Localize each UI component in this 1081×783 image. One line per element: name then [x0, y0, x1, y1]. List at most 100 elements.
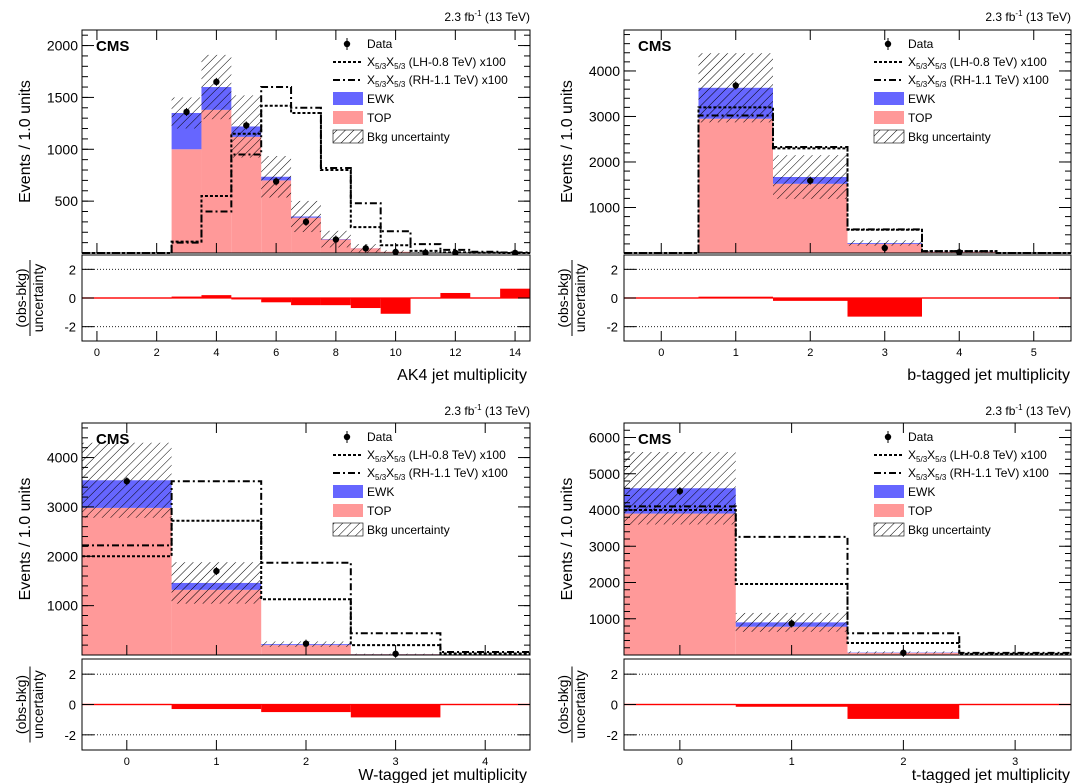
signal-rh-line [624, 505, 1071, 654]
legend-signal-rh-x1: X [908, 466, 916, 480]
legend-signal-lh-label: X5/3X5/3 (LH-0.8 TeV) x100 [367, 448, 506, 464]
x-tick-label: 1 [213, 756, 219, 768]
legend-top-swatch [874, 111, 904, 124]
panel-4: 1000 2000 3000 4000 5000 6000 Events / 1.0 uni… [555, 403, 1072, 783]
legend-top-label: TOP [367, 504, 391, 518]
legend-top-label: TOP [367, 111, 391, 125]
legend-signal-rh-x2: X [386, 73, 394, 87]
x-tick-label: 3 [1012, 756, 1018, 768]
legend-signal-lh-sub1: 5/3 [916, 455, 928, 464]
legend-signal-rh-sub1: 5/3 [375, 473, 387, 482]
top-bar [171, 149, 202, 253]
y-tick-label: 2000 [589, 154, 620, 170]
lumi-tail: (13 TeV) [482, 404, 530, 418]
legend-signal-rh-tail: (RH-1.1 TeV) x100 [405, 73, 508, 87]
x-tick-label: 2 [303, 756, 309, 768]
y-tick-label: 4000 [589, 502, 620, 518]
ratio-y-tick-label: -2 [64, 728, 76, 743]
y-tick-label: 1000 [589, 199, 620, 215]
panel-3: 1000 2000 3000 4000 Events / 1.0 units CMS 2.3… [13, 403, 531, 783]
x-tick-label: 4 [956, 347, 962, 359]
ratio-bar [698, 296, 773, 298]
legend-signal-lh-sub1: 5/3 [916, 62, 928, 71]
unc-band [291, 200, 321, 233]
legend-unc-label: Bkg uncertainty [367, 130, 450, 144]
x-tick-label: 12 [449, 347, 461, 359]
data-point [676, 487, 684, 495]
legend-signal-lh-tail: (LH-0.8 TeV) x100 [946, 55, 1047, 69]
legend-signal-rh-x2: X [927, 466, 935, 480]
stack-group [624, 452, 1071, 655]
legend-signal-lh-sub1: 5/3 [375, 62, 387, 71]
x-tick-label: 3 [393, 756, 399, 768]
data-point [732, 82, 739, 89]
data-point [807, 177, 814, 184]
ratio-y-axis-label: (obs-bkg) uncertainty [555, 260, 588, 336]
legend-signal-lh-x2: X [927, 448, 935, 462]
y-axis-label: Events / 1.0 units [17, 478, 34, 601]
x-axis-label: AK4 jet multiplicity [397, 367, 527, 384]
x-tick-label: 0 [658, 347, 664, 359]
data-point [213, 567, 220, 575]
legend-signal-lh-x1: X [367, 55, 375, 69]
ratio-bar [847, 704, 960, 719]
ratio-y-axis-label: (obs-bkg) uncertainty [555, 666, 588, 743]
data-point [362, 245, 369, 252]
legend-signal-rh-label: X5/3X5/3 (RH-1.1 TeV) x100 [367, 73, 508, 89]
data-point [788, 620, 795, 627]
y-tick-label: 1000 [589, 611, 620, 627]
legend-signal-lh-tail: (LH-0.8 TeV) x100 [405, 448, 506, 462]
legend-top-swatch [333, 111, 363, 124]
legend-top-label: TOP [908, 504, 932, 518]
ratio-bar [171, 296, 202, 298]
y-tick-label: 3000 [589, 108, 620, 124]
y-tick-label: 3000 [47, 499, 78, 515]
x-tick-label: 2 [900, 756, 906, 768]
ratio-bar [350, 298, 381, 309]
legend-signal-rh-sub1: 5/3 [916, 80, 928, 89]
x-tick-label: 0 [94, 347, 100, 359]
ratio-ylabel-bottom: uncertainty [572, 670, 588, 738]
y-tick-label: 1000 [47, 598, 78, 614]
lumi-main: 2.3 fb [985, 404, 1015, 418]
ratio-y-tick-label: 0 [611, 698, 618, 713]
y-tick-label: 3000 [589, 538, 620, 554]
ratio-ylabel-top: (obs-bkg) [13, 675, 29, 734]
ratio-bar [735, 704, 848, 707]
lumi-sup: -1 [1015, 9, 1023, 18]
ratio-bar [291, 298, 321, 306]
y-tick-label: 500 [55, 193, 79, 209]
legend-signal-lh-x2: X [386, 448, 394, 462]
data-point [332, 236, 340, 243]
data-point [243, 122, 250, 129]
ratio-y-tick-label: 2 [69, 667, 76, 682]
legend-signal-lh-sub2: 5/3 [935, 62, 947, 71]
ratio-bar [231, 298, 262, 300]
legend-signal-lh-sub2: 5/3 [394, 62, 406, 71]
legend-ewk-swatch [874, 485, 904, 498]
y-tick-label: 6000 [589, 430, 620, 446]
legend-signal-lh-label: X5/3X5/3 (LH-0.8 TeV) x100 [908, 448, 1047, 464]
legend-signal-rh-x1: X [367, 466, 375, 480]
legend-signal-rh-sub1: 5/3 [375, 80, 387, 89]
legend-signal-rh-tail: (RH-1.1 TeV) x100 [946, 466, 1049, 480]
cms-label: CMS [638, 38, 671, 55]
legend-top-swatch [333, 504, 363, 517]
data-point [302, 640, 310, 647]
legend-data-label: Data [367, 37, 393, 51]
ratio-bar [171, 704, 262, 710]
x-tick-label: 4 [213, 347, 219, 359]
legend-unc-label: Bkg uncertainty [908, 523, 991, 537]
legend-signal-rh-label: X5/3X5/3 (RH-1.1 TeV) x100 [908, 73, 1049, 89]
legend-data-label: Data [367, 430, 393, 444]
lumi-tail: (13 TeV) [1023, 10, 1071, 24]
legend-unc-swatch [332, 129, 364, 144]
data-point [213, 78, 220, 86]
legend-unc-swatch [332, 522, 364, 537]
lumi-main: 2.3 fb [985, 10, 1015, 24]
top-bar [624, 513, 736, 655]
ratio-bar [380, 298, 411, 314]
